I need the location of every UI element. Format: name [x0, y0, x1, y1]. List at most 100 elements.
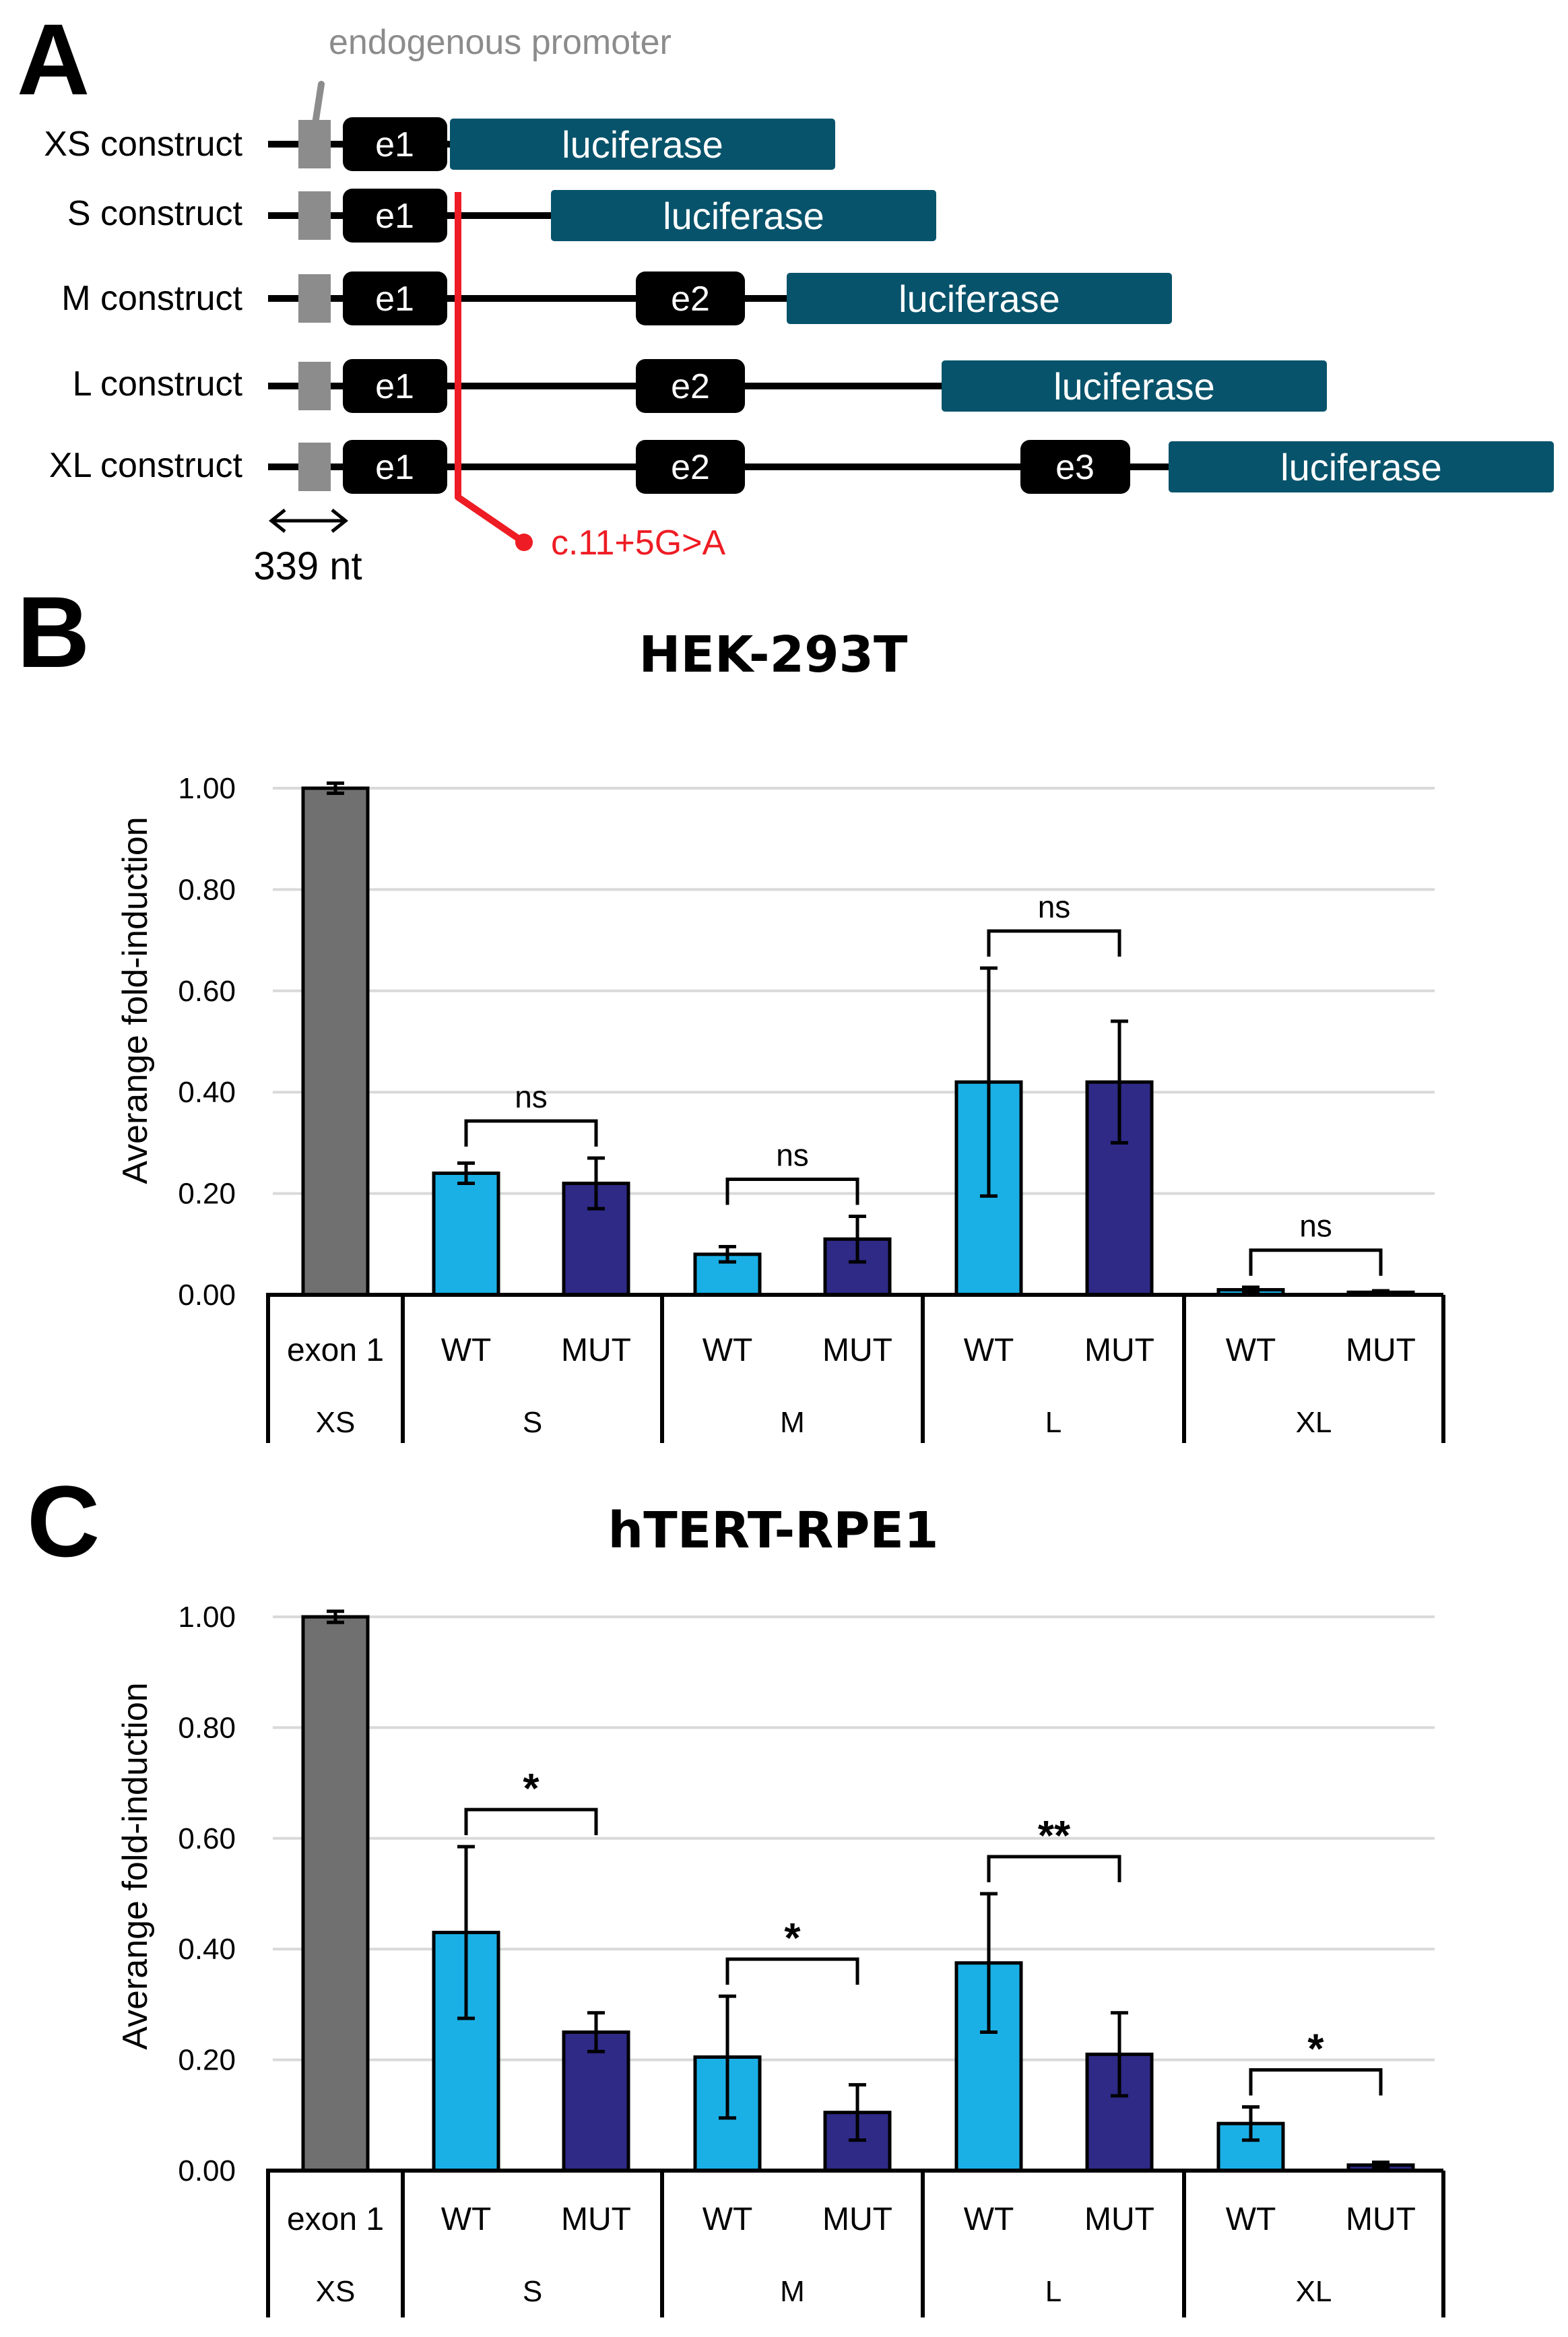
gridlines [273, 787, 1435, 1195]
x-group-label: XL [1296, 1406, 1332, 1439]
bar [301, 1615, 370, 2173]
x-group-label: XS [316, 1406, 356, 1439]
significance-label: ns [1299, 1209, 1332, 1244]
x-axis: exon 1 WT MUT WT MUT WT MUT WT MUT XS S M L XL [266, 2169, 1445, 2317]
exon-box [636, 359, 745, 413]
exon-label: e1 [375, 125, 414, 164]
exon-label: e2 [671, 367, 710, 406]
exon-label: e1 [375, 367, 414, 406]
promoter-label: endogenous promoter [329, 23, 672, 62]
construct-xs: XS construct e1 luciferase [44, 117, 835, 171]
exon-label: e1 [375, 280, 414, 319]
significance-label: ns [776, 1137, 809, 1172]
exon-box [343, 440, 447, 494]
luciferase-label: luciferase [899, 278, 1060, 320]
luciferase-box [1169, 441, 1554, 492]
panel-b-chart: B HEK-293T Averange fold-induction 0.00 0… [17, 575, 1445, 1443]
promoter-box [298, 120, 331, 168]
gridlines [273, 1615, 1435, 2061]
error-bars [327, 781, 1390, 1295]
panel-b-letter: B [17, 575, 90, 689]
luciferase-box [787, 273, 1172, 324]
x-category-label: WT [964, 1333, 1014, 1368]
x-axis: exon 1 WT MUT WT MUT WT MUT WT MUT XS S M L XL [266, 1293, 1445, 1443]
construct-l: L construct e1 e2 luciferase [73, 359, 1327, 413]
y-axis-label: Averange fold-induction [116, 817, 155, 1184]
exon-box [636, 271, 745, 325]
y-tick-labels: 0.00 0.20 0.40 0.60 0.80 1.00 [178, 772, 236, 1312]
exon-label: e2 [671, 448, 710, 487]
luciferase-label: luciferase [663, 195, 824, 237]
mutation-label: c.11+5G>A [551, 523, 726, 563]
panel-a-letter: A [17, 3, 90, 116]
exon-label: e2 [671, 280, 710, 319]
promoter-box [298, 443, 331, 491]
exon-label: e3 [1055, 448, 1095, 487]
x-category-label: exon 1 [287, 2202, 384, 2237]
x-category-label: WT [441, 2202, 492, 2237]
x-category-label: MUT [1346, 2202, 1416, 2237]
x-category-label: MUT [1346, 1333, 1416, 1368]
construct-label: XL construct [49, 446, 243, 485]
x-category-label: WT [703, 2202, 753, 2237]
significance-bracket [464, 1807, 598, 1836]
x-group-label: L [1045, 2275, 1061, 2308]
bar [301, 786, 370, 1297]
significance-label: ns [1038, 889, 1071, 924]
luciferase-label: luciferase [1053, 365, 1215, 408]
scale-arrow-right [331, 509, 349, 533]
luciferase-box [450, 119, 835, 170]
promoter-box [298, 191, 331, 240]
exon-label: e1 [375, 197, 414, 236]
error-bars [327, 1609, 1390, 2170]
significance-label: * [523, 1766, 540, 1812]
x-group-label: XS [316, 2275, 356, 2308]
x-category-label: exon 1 [287, 1333, 384, 1368]
construct-s: S construct e1 luciferase [67, 189, 936, 243]
luciferase-box [942, 360, 1327, 412]
y-tick-label: 0.20 [178, 2044, 236, 2077]
x-category-label: MUT [561, 1333, 631, 1368]
y-tick-label: 0.60 [178, 1822, 236, 1855]
x-category-label: WT [1226, 2202, 1276, 2237]
x-category-label: MUT [822, 1333, 892, 1368]
exon-label: e1 [375, 448, 414, 487]
y-tick-labels: 0.00 0.20 0.40 0.60 0.80 1.00 [178, 1601, 236, 2187]
mutation-marker-line [455, 192, 524, 544]
y-tick-label: 1.00 [178, 1601, 236, 1634]
construct-m: M construct e1 e2 luciferase [61, 271, 1172, 325]
luciferase-label: luciferase [562, 123, 723, 166]
significance-bracket [725, 1177, 859, 1205]
y-tick-label: 0.80 [178, 1711, 236, 1744]
x-group-label: S [523, 2275, 542, 2308]
significance-bracket [725, 1957, 859, 1985]
significance-label: * [1307, 2026, 1324, 2072]
x-category-label: MUT [822, 2202, 892, 2237]
significance-label: ** [1038, 1813, 1071, 1859]
luciferase-box [551, 190, 936, 241]
y-tick-label: 0.20 [178, 1178, 236, 1211]
exon-box [343, 359, 447, 413]
chart-title: HEK-293T [639, 626, 908, 684]
significance-brackets: ns ns ns ns [464, 889, 1383, 1276]
mutation-marker-dot [515, 534, 533, 551]
y-tick-label: 0.60 [178, 975, 236, 1008]
x-category-label: WT [964, 2202, 1014, 2237]
y-tick-label: 0.00 [178, 1279, 236, 1312]
significance-label: ns [515, 1079, 548, 1114]
bar [432, 1172, 500, 1297]
significance-bracket [1249, 1248, 1383, 1276]
promoter-box [298, 274, 331, 323]
significance-brackets: ***** [464, 1766, 1383, 2096]
luciferase-label: luciferase [1280, 446, 1442, 488]
construct-label: S construct [67, 194, 243, 233]
panel-c-chart: C hTERT-RPE1 Averange fold-induction 0.0… [27, 1465, 1445, 2317]
significance-label: * [784, 1915, 801, 1962]
x-group-label: XL [1296, 2275, 1332, 2308]
exon-box [343, 189, 447, 243]
exon-box [343, 271, 447, 325]
exon-box [343, 117, 447, 171]
construct-rows: XS construct e1 luciferase S construct e… [44, 117, 1554, 494]
y-tick-label: 0.40 [178, 1933, 236, 1966]
